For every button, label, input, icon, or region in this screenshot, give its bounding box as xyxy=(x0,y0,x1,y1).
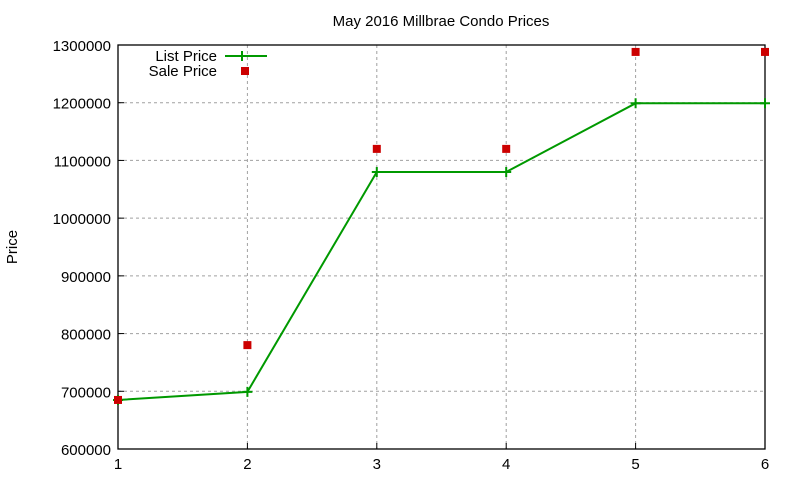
grid-lines xyxy=(118,45,765,449)
y-axis-ticks: 600000 700000 800000 900000 1000000 1100000 12… xyxy=(53,38,124,459)
x-axis-ticks: 1 2 3 4 5 6 xyxy=(114,443,769,473)
x-tick-label: 1 xyxy=(114,456,122,473)
y-tick-label: 600000 xyxy=(61,442,111,459)
list-price-series xyxy=(113,98,770,405)
square-marker-icon xyxy=(631,47,640,56)
y-axis-label: Price xyxy=(4,230,21,264)
square-marker-icon xyxy=(243,341,252,350)
y-tick-label: 1100000 xyxy=(54,153,111,170)
plus-icon xyxy=(240,51,250,61)
y-tick-label: 1000000 xyxy=(53,211,111,228)
list-price-line xyxy=(117,102,765,401)
square-marker-icon xyxy=(502,144,511,153)
y-tick-label: 700000 xyxy=(61,384,111,401)
square-marker-icon xyxy=(761,47,769,56)
x-tick-label: 4 xyxy=(502,456,510,473)
x-tick-label: 5 xyxy=(631,456,639,473)
y-tick-label: 800000 xyxy=(61,327,111,344)
plus-marker-icon xyxy=(501,166,512,177)
y-tick-label: 900000 xyxy=(61,269,111,286)
chart-title: May 2016 Millbrae Condo Prices xyxy=(333,13,550,30)
y-tick-label: 1200000 xyxy=(53,96,111,113)
plus-marker-icon xyxy=(760,98,770,109)
plus-marker-icon xyxy=(630,98,641,109)
square-marker-icon xyxy=(372,144,381,153)
legend-label-sale-price: Sale Price xyxy=(149,63,217,80)
x-tick-label: 6 xyxy=(761,456,769,473)
plus-marker-icon xyxy=(242,386,253,397)
legend: List Price Sale Price xyxy=(149,48,267,80)
x-tick-label: 3 xyxy=(373,456,381,473)
plus-marker-icon xyxy=(371,166,382,177)
sale-price-series xyxy=(114,47,769,404)
legend-label-list-price: List Price xyxy=(155,48,217,65)
square-marker-icon xyxy=(114,395,122,404)
square-icon xyxy=(241,67,249,75)
plot-frame xyxy=(117,44,766,450)
x-tick-label: 2 xyxy=(243,456,251,473)
y-tick-label: 1300000 xyxy=(53,38,111,55)
